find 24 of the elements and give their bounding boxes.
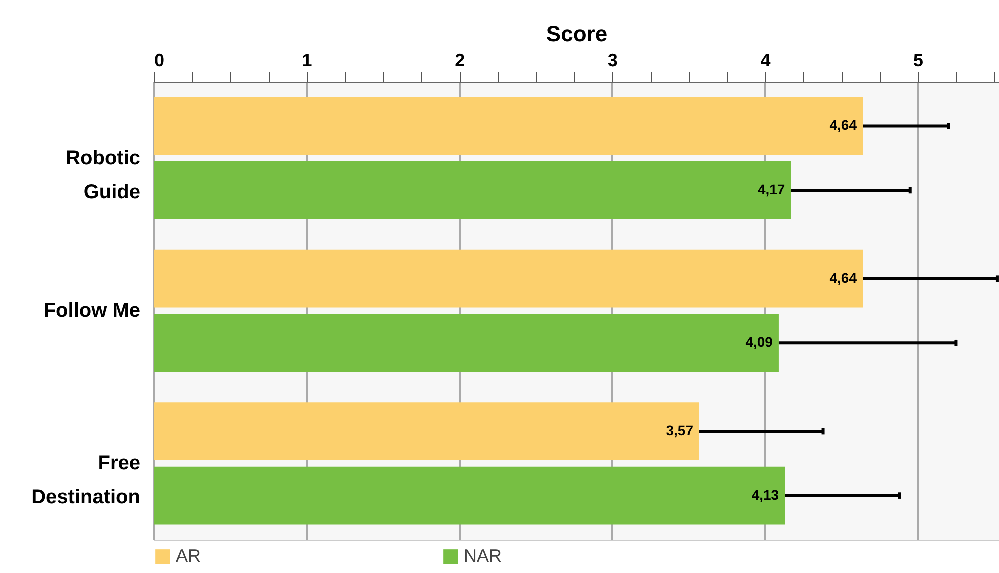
legend-label: NAR	[464, 546, 502, 566]
bar	[154, 97, 864, 156]
y-tick-label: Robotic Guide	[66, 147, 140, 204]
x-tick-label: 3	[608, 50, 618, 70]
x-tick-label: 5	[914, 50, 924, 70]
bar	[154, 314, 779, 372]
bar	[154, 466, 786, 525]
x-axis-title: Score	[546, 22, 608, 46]
x-tick-label: 2	[455, 50, 466, 70]
x-tick-label: 1	[302, 50, 312, 70]
data-label: 4,64	[830, 117, 858, 134]
bar	[154, 162, 792, 220]
bar	[154, 250, 864, 308]
data-label: 4,13	[752, 486, 780, 503]
x-tick-label: 0	[154, 50, 165, 70]
data-label: 4,09	[746, 334, 774, 350]
x-tick-label: 4	[760, 50, 771, 70]
y-tick-label: Follow Me	[44, 300, 140, 322]
legend-label: AR	[176, 546, 202, 566]
data-label: 3,57	[666, 422, 694, 439]
data-label: 4,64	[830, 270, 858, 286]
bar	[154, 402, 700, 460]
y-tick-label: Free Destination	[32, 452, 140, 509]
data-label: 4,17	[758, 181, 786, 198]
